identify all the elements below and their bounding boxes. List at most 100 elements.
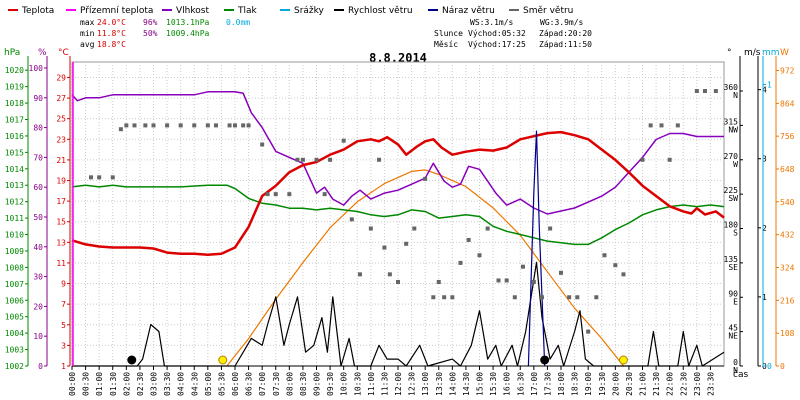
direction-axis-tick-label: 360 [724, 83, 739, 92]
x-tick-label: 02:00 [122, 372, 131, 396]
axis-unit-mm: mm [762, 48, 780, 58]
wind-direction-point [594, 295, 599, 300]
x-tick-label: 22:00 [666, 372, 675, 396]
x-tick-label: 15:30 [489, 372, 498, 396]
x-tick-label: 05:00 [204, 372, 213, 396]
wind-direction-point [328, 157, 333, 162]
legend-label-6: Náraz větru [442, 6, 495, 16]
wind-direction-point [357, 272, 362, 277]
pressure-axis-tick-label: 1005 [5, 313, 24, 322]
stats-block: max 24.0°C 96% 1013.1hPa 0.0mm min 11.8°… [80, 18, 250, 49]
wind-direction-point [559, 270, 563, 275]
pressure-axis-tick-label: 1009 [5, 247, 24, 256]
humidity-axis-tick-label: 10 [33, 332, 43, 341]
legend-label-3: Tlak [237, 6, 258, 16]
wind-direction-point [233, 123, 237, 128]
x-tick-label: 12:30 [408, 372, 417, 396]
x-tick-label: 15:00 [476, 372, 485, 396]
pressure-axis-tick-label: 1003 [5, 346, 24, 355]
wind-direction-point [192, 123, 197, 128]
x-tick-label: 03:00 [150, 372, 159, 396]
moon-rise: Východ:17:25 [468, 40, 526, 49]
humidity-axis-tick-label: 20 [33, 302, 43, 311]
direction-axis-name-label: NE [728, 332, 738, 341]
stat-avg-temp: 18.8°C [97, 40, 126, 49]
axis-unit-deg: ° [727, 48, 732, 58]
wind-direction-point [520, 264, 525, 269]
wind-direction-point [368, 226, 373, 231]
x-tick-label: 05:30 [217, 372, 226, 396]
sun-rise-marker [218, 355, 228, 365]
wind-direction-point [205, 123, 210, 128]
x-tick-label: 16:30 [516, 372, 525, 396]
pressure-axis-tick-label: 1007 [5, 280, 24, 289]
legend-label-5: Rychlost větru [348, 6, 413, 16]
wind-direction-point [667, 157, 672, 162]
wind-direction-point [458, 260, 463, 265]
wind-direction-point [143, 123, 148, 128]
temp-axis-tick-label: 3 [61, 341, 66, 350]
wind-direction-point [702, 89, 707, 94]
x-tick-label: 11:30 [380, 372, 389, 396]
x-tick-label: 04:00 [177, 372, 186, 396]
wind-direction-point [431, 295, 436, 300]
x-tick-label: 14:00 [448, 372, 457, 396]
temp-axis-tick-label: 21 [56, 156, 66, 165]
pressure-axis-tick-label: 1004 [5, 329, 24, 338]
pressure-axis-tick-label: 1006 [5, 296, 24, 305]
pressure-axis-tick-label: 1014 [5, 165, 24, 174]
x-tick-label: 17:30 [543, 372, 552, 396]
temp-axis-tick-label: 11 [56, 259, 66, 268]
series-temp-line [71, 130, 725, 256]
x-tick-label: 21:00 [639, 372, 648, 396]
axis-unit-w: W [780, 48, 789, 58]
direction-axis-name-label: N [733, 91, 738, 100]
stat-max-temp: 24.0°C [97, 18, 126, 27]
humidity-axis-tick-label: 90 [33, 94, 43, 103]
wind-direction-point [89, 175, 94, 180]
x-tick-label: 16:00 [503, 372, 512, 396]
pressure-axis-tick-label: 1010 [5, 231, 24, 240]
sun-set: Západ:20:20 [539, 29, 592, 38]
series-solar-line [226, 169, 624, 367]
direction-axis-tick-label: 180 [724, 221, 739, 230]
wind-axis-tick-label: 4 [762, 86, 767, 95]
solar-axis-tick-label: 864 [780, 99, 795, 108]
wind-direction-point [322, 192, 327, 197]
direction-axis-name-label: S [733, 229, 738, 238]
pressure-axis-tick-label: 1013 [5, 181, 24, 190]
wind-direction-point [531, 279, 536, 284]
wind-direction-point [412, 226, 417, 231]
temp-axis-tick-label: 27 [56, 94, 66, 103]
wind-direction-point [477, 253, 482, 258]
wind-direction-point [640, 157, 645, 162]
series-layer [71, 62, 725, 367]
wind-direction-point [227, 123, 232, 128]
humidity-axis-tick-label: 80 [33, 124, 43, 133]
humidity-axis-tick-label: 60 [33, 183, 43, 192]
stat-min-temp: 11.8°C [97, 29, 126, 38]
wind-direction-point [376, 157, 381, 162]
wind-direction-point [349, 217, 354, 222]
x-tick-label: 07:30 [272, 372, 281, 396]
solar-axis-tick-label: 108 [780, 329, 795, 338]
pressure-axis-tick-label: 1017 [5, 116, 24, 125]
solar-axis-tick-label: 972 [780, 67, 795, 76]
x-tick-label: 19:30 [598, 372, 607, 396]
temp-axis-tick-label: 13 [56, 238, 66, 247]
wind-direction-point [124, 123, 129, 128]
moon-label: Měsíc [434, 40, 458, 49]
direction-axis-tick-label: 225 [724, 186, 739, 195]
x-tick-label: 10:30 [353, 372, 362, 396]
wind-direction-point [387, 272, 392, 277]
direction-axis-name-label: SW [728, 194, 738, 203]
legend-label-0: Teplota [21, 6, 54, 16]
wind-direction-point [496, 278, 501, 283]
wind-direction-point [382, 245, 387, 250]
axis-unit-pct: % [38, 48, 47, 58]
wind-direction-point [396, 279, 400, 284]
moon-rise-marker [540, 355, 550, 365]
series-press-line [71, 184, 725, 246]
